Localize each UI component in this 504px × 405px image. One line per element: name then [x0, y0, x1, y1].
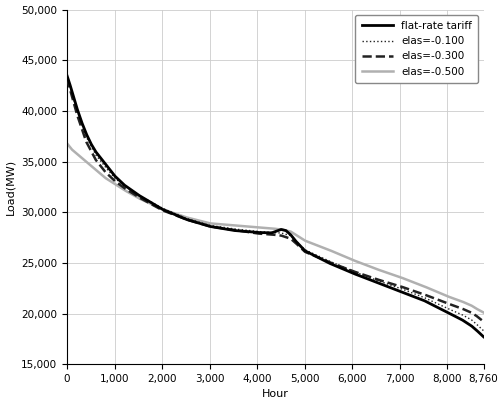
Y-axis label: Load(MW): Load(MW) [6, 159, 16, 215]
elas=-0.100 [466, 316, 472, 321]
flat-rate tariff [153, 203, 159, 208]
elas=-0.500 [64, 141, 70, 146]
Legend: flat-rate tariff, elas=-0.100, elas=-0.300, elas=-0.500: flat-rate tariff, elas=-0.100, elas=-0.3… [355, 15, 478, 83]
elas=-0.500 [187, 216, 193, 221]
Line: flat-rate tariff: flat-rate tariff [67, 75, 483, 337]
elas=-0.500 [177, 213, 183, 218]
elas=-0.300 [64, 76, 70, 81]
flat-rate tariff [480, 335, 486, 339]
Line: elas=-0.500: elas=-0.500 [67, 143, 483, 313]
elas=-0.100 [64, 73, 70, 78]
elas=-0.300 [466, 309, 472, 314]
flat-rate tariff [64, 73, 70, 78]
elas=-0.300 [187, 218, 193, 223]
flat-rate tariff [177, 214, 183, 219]
elas=-0.500 [202, 220, 208, 224]
elas=-0.300 [182, 217, 188, 222]
Line: elas=-0.100: elas=-0.100 [67, 75, 483, 331]
elas=-0.300 [202, 222, 208, 227]
elas=-0.300 [177, 215, 183, 220]
flat-rate tariff [466, 322, 472, 327]
flat-rate tariff [182, 217, 188, 222]
flat-rate tariff [187, 218, 193, 223]
elas=-0.500 [153, 204, 159, 209]
elas=-0.100 [480, 328, 486, 333]
elas=-0.300 [480, 319, 486, 324]
elas=-0.300 [153, 205, 159, 209]
flat-rate tariff [202, 222, 208, 227]
elas=-0.100 [187, 217, 193, 222]
elas=-0.500 [466, 302, 472, 307]
elas=-0.100 [202, 222, 208, 226]
Line: elas=-0.300: elas=-0.300 [67, 79, 483, 322]
X-axis label: Hour: Hour [262, 390, 289, 399]
elas=-0.500 [480, 310, 486, 315]
elas=-0.100 [153, 202, 159, 207]
elas=-0.100 [182, 216, 188, 221]
elas=-0.100 [177, 213, 183, 218]
elas=-0.500 [182, 215, 188, 220]
